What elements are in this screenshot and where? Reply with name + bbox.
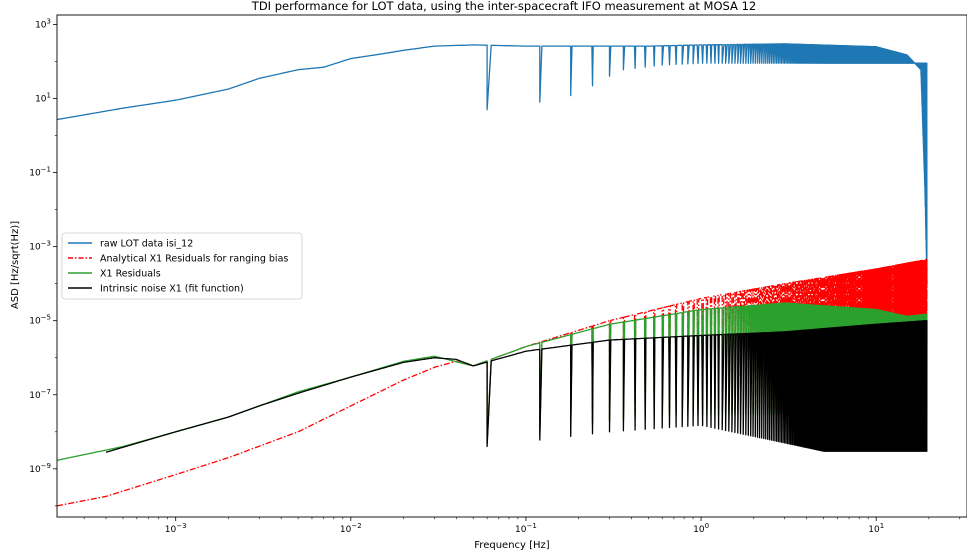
y-axis-label: ASD [Hz/sqrt(Hz)] — [10, 221, 21, 309]
series-line-3 — [105, 320, 928, 453]
legend-label-1: Analytical X1 Residuals for ranging bias — [100, 254, 288, 265]
series-line-1 — [57, 258, 928, 507]
chart-title: TDI performance for LOT data, using the … — [251, 0, 756, 13]
legend-label-3: Intrinsic noise X1 (fit function) — [100, 284, 244, 295]
plot-frame — [56, 14, 967, 518]
legend-box — [61, 232, 303, 300]
legend-label-2: X1 Residuals — [100, 269, 161, 280]
x-axis-label: Frequency [Hz] — [474, 540, 550, 551]
series-line-0 — [57, 43, 928, 284]
legend: raw LOT data isi_12 Analytical X1 Residua… — [61, 232, 303, 300]
series-layer — [57, 43, 928, 507]
legend-label-0: raw LOT data isi_12 — [100, 239, 193, 250]
